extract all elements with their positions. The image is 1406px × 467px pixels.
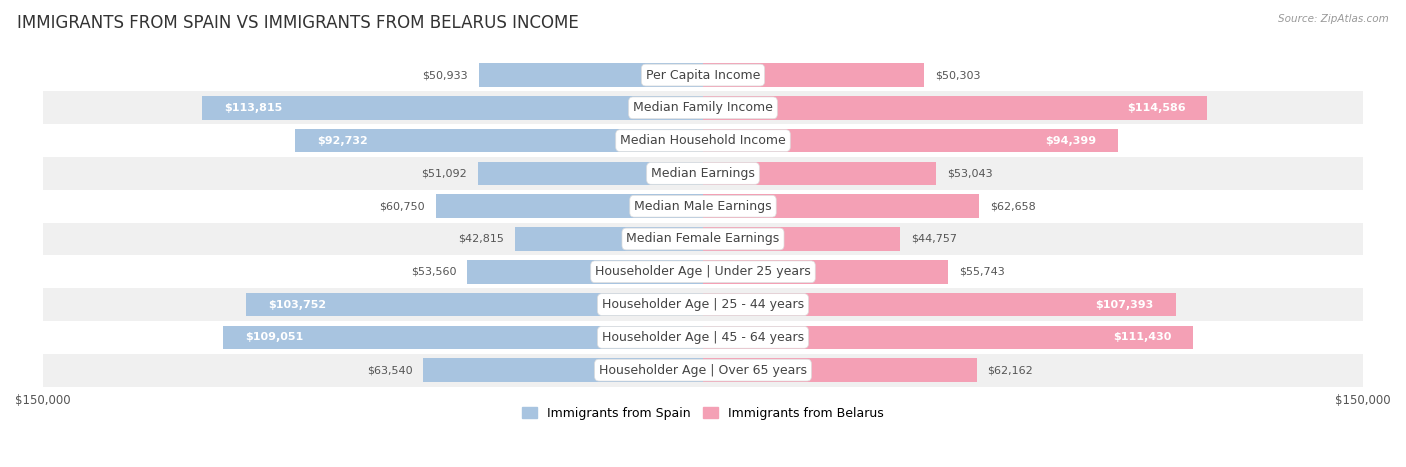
Text: IMMIGRANTS FROM SPAIN VS IMMIGRANTS FROM BELARUS INCOME: IMMIGRANTS FROM SPAIN VS IMMIGRANTS FROM… xyxy=(17,14,579,32)
Text: $109,051: $109,051 xyxy=(245,333,304,342)
Bar xyxy=(703,194,979,218)
Text: $60,750: $60,750 xyxy=(380,201,425,211)
Text: $94,399: $94,399 xyxy=(1045,135,1097,146)
Text: $42,815: $42,815 xyxy=(458,234,503,244)
FancyBboxPatch shape xyxy=(42,92,1364,124)
Text: Median Male Earnings: Median Male Earnings xyxy=(634,200,772,212)
Text: Median Family Income: Median Family Income xyxy=(633,101,773,114)
Text: Median Female Earnings: Median Female Earnings xyxy=(627,233,779,246)
Text: $107,393: $107,393 xyxy=(1095,299,1154,310)
Bar xyxy=(423,358,703,382)
Text: $53,043: $53,043 xyxy=(948,169,993,178)
Bar xyxy=(295,129,703,152)
Text: $63,540: $63,540 xyxy=(367,365,412,375)
Text: Source: ZipAtlas.com: Source: ZipAtlas.com xyxy=(1278,14,1389,24)
Bar xyxy=(703,358,977,382)
Bar xyxy=(703,260,948,283)
Bar xyxy=(436,194,703,218)
Legend: Immigrants from Spain, Immigrants from Belarus: Immigrants from Spain, Immigrants from B… xyxy=(517,402,889,425)
Text: $55,743: $55,743 xyxy=(959,267,1005,277)
FancyBboxPatch shape xyxy=(42,124,1364,157)
Bar xyxy=(515,227,703,251)
Text: Householder Age | 45 - 64 years: Householder Age | 45 - 64 years xyxy=(602,331,804,344)
Text: $50,933: $50,933 xyxy=(422,70,468,80)
Bar xyxy=(479,63,703,87)
Text: $50,303: $50,303 xyxy=(935,70,981,80)
FancyBboxPatch shape xyxy=(42,223,1364,255)
FancyBboxPatch shape xyxy=(42,190,1364,223)
Text: Per Capita Income: Per Capita Income xyxy=(645,69,761,82)
Bar xyxy=(703,325,1194,349)
Text: $92,732: $92,732 xyxy=(316,135,367,146)
Bar xyxy=(703,227,900,251)
Text: $62,658: $62,658 xyxy=(990,201,1036,211)
FancyBboxPatch shape xyxy=(42,255,1364,288)
Bar xyxy=(703,162,936,185)
Text: $113,815: $113,815 xyxy=(224,103,283,113)
Bar xyxy=(202,96,703,120)
Text: Median Earnings: Median Earnings xyxy=(651,167,755,180)
FancyBboxPatch shape xyxy=(42,288,1364,321)
Text: Householder Age | Over 65 years: Householder Age | Over 65 years xyxy=(599,364,807,376)
Text: $53,560: $53,560 xyxy=(411,267,457,277)
FancyBboxPatch shape xyxy=(42,157,1364,190)
Bar xyxy=(467,260,703,283)
Bar xyxy=(703,129,1119,152)
Text: $103,752: $103,752 xyxy=(269,299,326,310)
Text: Householder Age | Under 25 years: Householder Age | Under 25 years xyxy=(595,265,811,278)
Bar xyxy=(703,293,1175,316)
FancyBboxPatch shape xyxy=(42,321,1364,354)
Text: Householder Age | 25 - 44 years: Householder Age | 25 - 44 years xyxy=(602,298,804,311)
Bar xyxy=(478,162,703,185)
Text: Median Household Income: Median Household Income xyxy=(620,134,786,147)
Text: $111,430: $111,430 xyxy=(1114,333,1171,342)
Bar xyxy=(246,293,703,316)
Bar xyxy=(703,63,924,87)
Text: $44,757: $44,757 xyxy=(911,234,957,244)
Bar xyxy=(224,325,703,349)
Text: $114,586: $114,586 xyxy=(1126,103,1185,113)
Text: $62,162: $62,162 xyxy=(987,365,1033,375)
Text: $51,092: $51,092 xyxy=(422,169,467,178)
FancyBboxPatch shape xyxy=(42,354,1364,387)
FancyBboxPatch shape xyxy=(42,59,1364,92)
Bar xyxy=(703,96,1208,120)
